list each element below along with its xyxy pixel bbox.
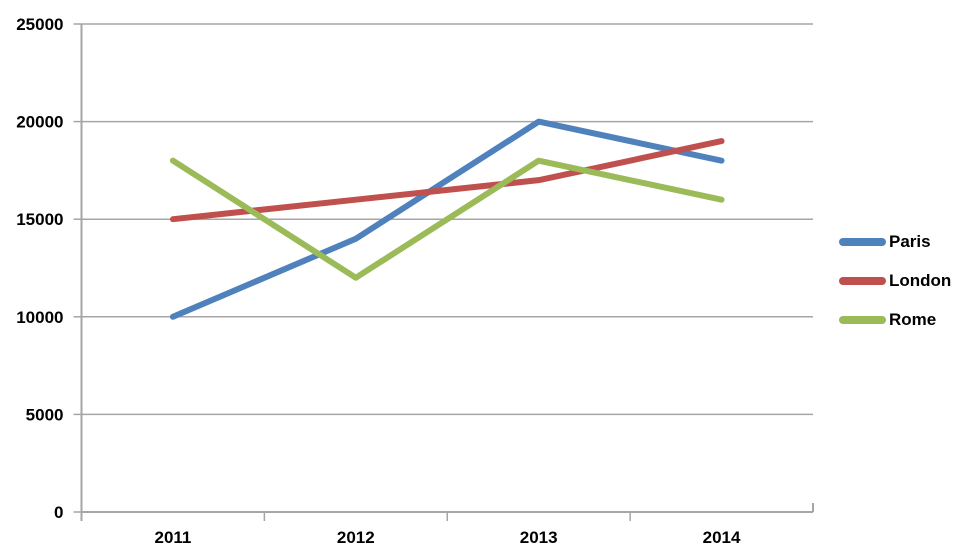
y-axis-label: 25000 [16,15,63,34]
series-line-rome [169,157,725,281]
y-axis-label: 0 [54,503,63,522]
y-axis-label: 20000 [16,113,63,132]
legend-item-paris: Paris [839,227,951,257]
legend-marker-london [839,277,886,285]
x-axis-label: 2013 [520,528,558,547]
series-line-london [169,138,725,223]
legend: Paris London Rome [839,227,951,344]
x-axis-label: 2012 [337,528,375,547]
legend-item-london: London [839,266,951,296]
x-axis-label: 2014 [703,528,741,547]
legend-item-rome: Rome [839,305,951,335]
y-axis-label: 5000 [26,405,64,424]
legend-label-paris: Paris [889,232,931,251]
legend-marker-paris [839,238,886,246]
y-axis-label: 10000 [16,308,63,327]
series-line-paris [169,118,725,320]
legend-label-rome: Rome [889,310,937,329]
y-axis-label: 15000 [16,210,63,229]
legend-label-london: London [889,271,952,290]
x-axis-label: 2011 [154,528,191,547]
legend-marker-rome [839,316,886,324]
